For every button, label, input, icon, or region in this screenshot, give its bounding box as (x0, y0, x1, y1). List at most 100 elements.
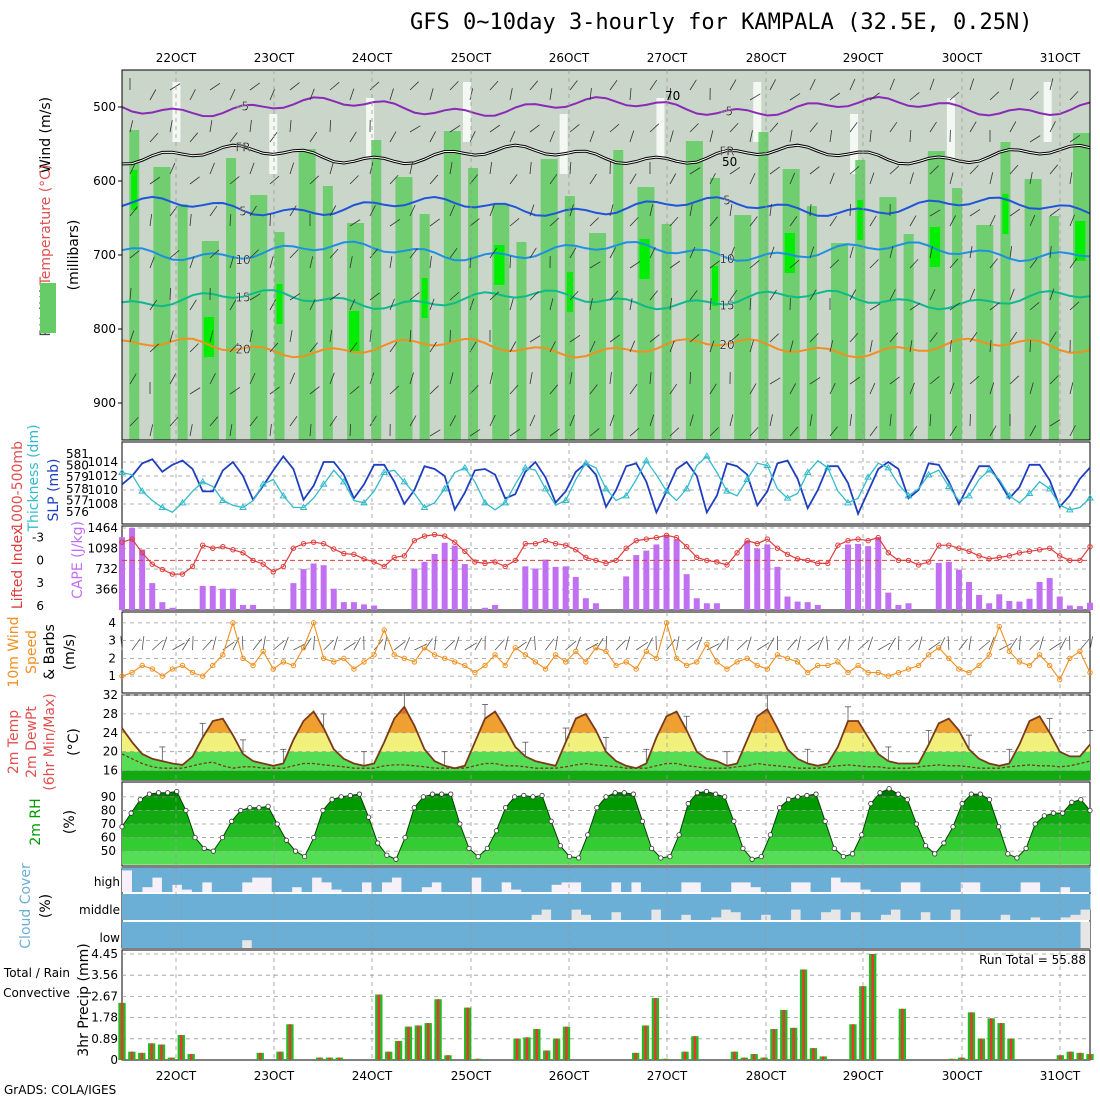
wind-barb (333, 636, 338, 651)
wind-barb (809, 246, 815, 259)
rh-core (203, 317, 215, 357)
wind-barb (389, 385, 400, 395)
wind-marker (754, 662, 760, 669)
rh-core (712, 266, 719, 306)
wind-barb (129, 163, 136, 175)
cloud-bar (750, 868, 762, 888)
li-marker (472, 559, 478, 565)
cloud-bar (471, 894, 482, 920)
wind-barb (696, 636, 703, 651)
wind-barb (989, 302, 1000, 311)
wind-barb (757, 642, 770, 651)
wind-barb (929, 246, 933, 259)
precip-convective-bar (525, 1037, 529, 1060)
cloud-bar (920, 868, 931, 892)
wind-marker (1026, 662, 1033, 669)
wind-barb (289, 372, 296, 385)
li-marker (482, 560, 488, 567)
wind-barb (609, 247, 616, 259)
precip-convective-bar (466, 1007, 469, 1060)
wind-barb (149, 299, 158, 311)
cape-tick-label: 1464 (87, 521, 118, 535)
wind-barb (575, 636, 581, 651)
cloud-bar (321, 922, 333, 948)
wind-barb (809, 204, 812, 217)
li-marker (643, 536, 650, 542)
wind-barb (464, 642, 478, 651)
cape-bar (421, 561, 428, 610)
cloud-bar (421, 922, 432, 948)
wind-barb (729, 333, 740, 343)
wind-barb (209, 330, 214, 343)
wind-barb (929, 78, 935, 91)
rh-core (1002, 194, 1009, 234)
rh-marker (375, 840, 381, 846)
wind-barb (329, 415, 338, 427)
cloud-level-middle: middle (79, 903, 120, 917)
wind-barb (726, 636, 729, 651)
rh-contour-label: 50 (722, 155, 737, 169)
rh-marker (804, 792, 810, 799)
wind-marker (270, 666, 276, 672)
rh-plume (903, 234, 914, 440)
cloud-bar (221, 894, 233, 920)
wind-barb (429, 131, 436, 143)
wind-barb (489, 80, 499, 91)
cloud-bar (1070, 922, 1081, 948)
precip-convective-bar (259, 1052, 262, 1060)
cape-bar (522, 566, 529, 610)
cloud-bar (541, 894, 552, 910)
temperature-axis-label: Temperature (°C) (38, 165, 54, 287)
wind-barb (1009, 288, 1015, 301)
rh-plume (710, 178, 721, 440)
cloud-bar (441, 922, 452, 948)
thickness-marker (178, 498, 187, 506)
thickness-marker (622, 491, 631, 499)
isotherm-label: 20 (235, 342, 250, 356)
cape-bar (592, 603, 599, 610)
wind-barb (869, 340, 873, 353)
precip-convective-bar (436, 999, 440, 1060)
wind-marker (542, 666, 549, 672)
wind-marker (502, 662, 508, 669)
wind-barb (889, 289, 896, 301)
wind-speed-line (121, 620, 1091, 681)
rh-marker (457, 821, 463, 827)
wind-marker (119, 673, 125, 679)
li-tick-label: 6 (36, 599, 44, 613)
li-marker (351, 551, 357, 558)
li-marker (794, 556, 801, 562)
cloud-bar (381, 868, 392, 883)
wind-barb (1069, 257, 1078, 269)
wind-marker (895, 669, 902, 676)
wind-barb (689, 371, 692, 385)
wind-marker (794, 659, 801, 665)
rh-marker (283, 837, 289, 843)
cloud-bar (780, 868, 792, 892)
wind-marker (815, 662, 821, 669)
precip-convective-bar (426, 1023, 430, 1060)
rh-marker (576, 855, 582, 861)
wind-barb (529, 247, 537, 259)
thickness-marker (198, 477, 207, 485)
wind-marker (613, 662, 619, 669)
top-day-label: 29OCT (843, 51, 884, 65)
wind-marker (925, 652, 932, 658)
temp-fill-band (122, 751, 1090, 771)
precip-convective-bar (535, 1029, 539, 1060)
wind-barb (789, 259, 800, 269)
thickness-marker (1086, 494, 1094, 501)
li-marker (240, 550, 246, 556)
top-day-label: 26OCT (549, 51, 590, 65)
cloud-bar (461, 868, 472, 892)
wind-barb (689, 167, 701, 175)
thickness-marker (662, 487, 671, 494)
cloud-bar (910, 894, 921, 920)
cape-bar (1056, 596, 1063, 610)
cloud-bar (151, 868, 163, 878)
li-marker (310, 539, 317, 545)
rh-marker (776, 805, 783, 811)
cloud-bar (980, 894, 991, 920)
temperature-line (121, 705, 1091, 770)
wind-marker (744, 655, 750, 662)
